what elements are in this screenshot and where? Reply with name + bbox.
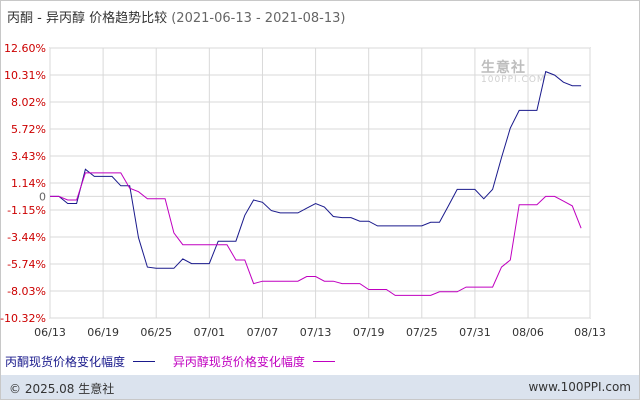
y-tick-label: 5.72% (11, 123, 46, 136)
series-line-ipa (50, 172, 582, 296)
legend-swatch-ipa (312, 361, 335, 362)
x-tick-label: 07/31 (459, 326, 491, 339)
watermark-logo: 生意社 100PPI.COM (481, 57, 546, 85)
y-tick-label: -1.15% (7, 204, 46, 217)
x-tick-label: 07/13 (300, 326, 332, 339)
watermark-text: 生意社 (481, 60, 526, 76)
y-tick-label: 0 (39, 190, 46, 203)
x-tick-label: 07/01 (193, 326, 225, 339)
chart-title: 丙酮 - 异丙醇 价格趋势比较 (2021-06-13 - 2021-08-13… (7, 7, 345, 26)
legend-label-acetone: 丙酮现货价格变化幅度 (5, 355, 126, 369)
x-tick-label: 07/25 (406, 326, 438, 339)
legend-swatch-acetone (133, 361, 156, 362)
x-tick-label: 07/07 (247, 326, 279, 339)
footer-site-link[interactable]: www.100PPI.com (528, 380, 631, 394)
x-tick-label: 06/13 (34, 326, 66, 339)
y-tick-label: -5.74% (7, 258, 46, 271)
y-tick-label: 10.31% (4, 69, 46, 82)
watermark-subtext: 100PPI.COM (481, 75, 546, 85)
chart-title-main: 丙酮 - 异丙醇 价格趋势比较 (7, 11, 168, 26)
y-tick-label: -3.44% (7, 231, 46, 244)
y-tick-label: 12.60% (4, 42, 46, 55)
y-tick-label: 8.02% (11, 96, 46, 109)
x-tick-label: 08/06 (512, 326, 544, 339)
legend-item-ipa: 异丙醇现货价格变化幅度 (173, 353, 335, 370)
legend: 丙酮现货价格变化幅度 异丙醇现货价格变化幅度 (5, 353, 349, 370)
series-line-acetone (50, 70, 582, 269)
y-tick-label: -8.03% (7, 285, 46, 298)
y-tick-label: -10.32% (0, 312, 46, 325)
x-tick-label: 07/19 (353, 326, 385, 339)
footer-bar: © 2025.08 生意社 www.100PPI.com (1, 375, 639, 399)
chart-title-range: (2021-06-13 - 2021-08-13) (171, 11, 346, 26)
x-tick-label: 06/19 (87, 326, 119, 339)
legend-item-acetone: 丙酮现货价格变化幅度 (5, 353, 156, 370)
x-tick-label: 08/13 (574, 326, 606, 339)
x-tick-label: 06/25 (140, 326, 172, 339)
y-tick-label: 3.43% (11, 150, 46, 163)
y-tick-label: 1.14% (11, 177, 46, 190)
legend-label-ipa: 异丙醇现货价格变化幅度 (172, 355, 305, 369)
footer-copyright: © 2025.08 生意社 (9, 382, 115, 396)
